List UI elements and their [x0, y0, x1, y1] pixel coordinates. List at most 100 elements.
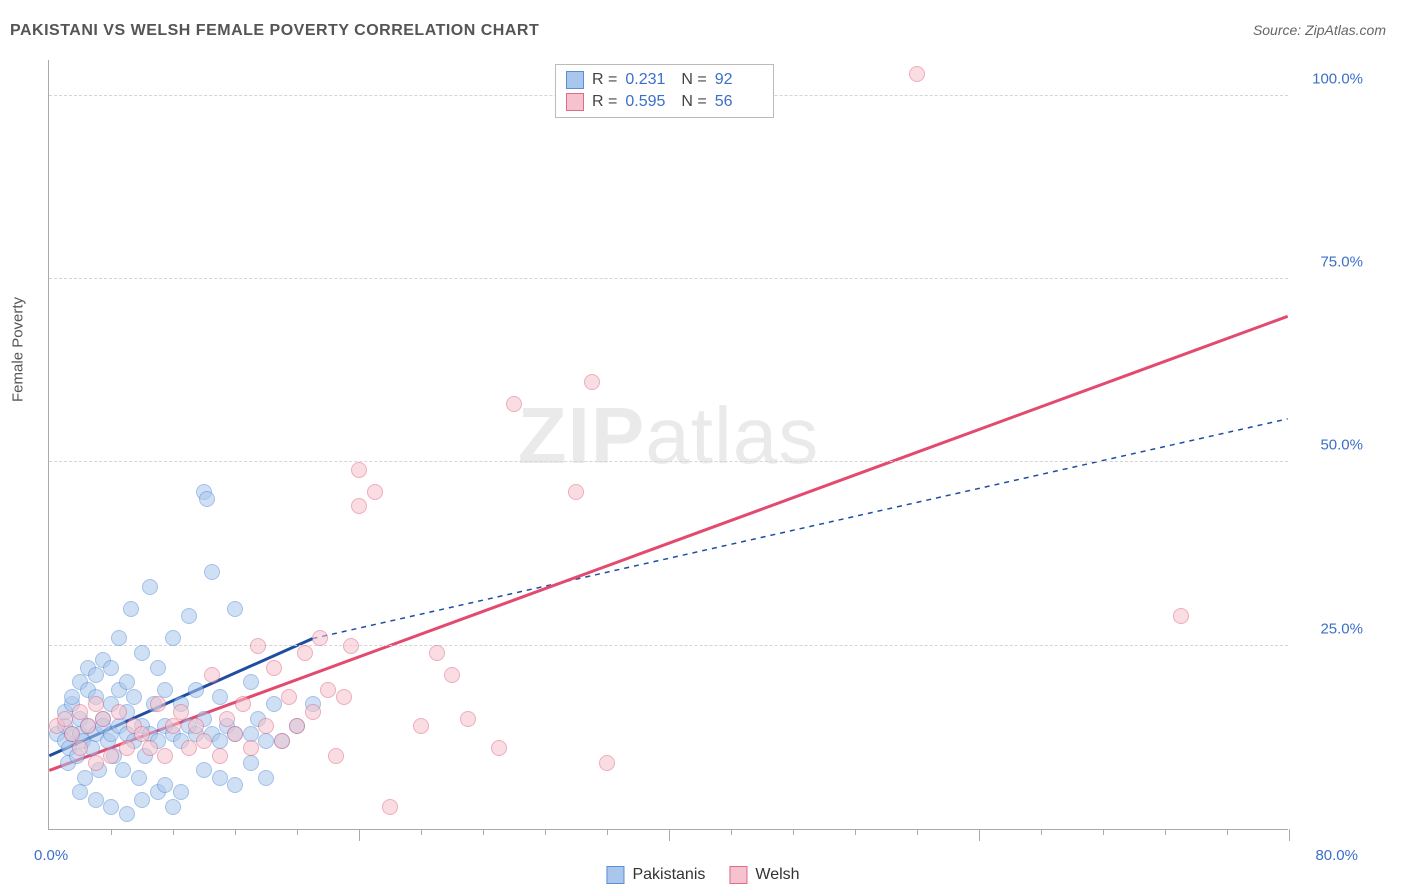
y-axis-label: Female Poverty	[10, 297, 27, 402]
scatter-point-welsh	[103, 748, 119, 764]
trend-lines	[49, 60, 1288, 829]
x-tick	[731, 829, 732, 835]
n-label: N =	[681, 93, 706, 111]
scatter-point-pakistanis	[266, 696, 282, 712]
scatter-point-pakistanis	[188, 682, 204, 698]
scatter-point-welsh	[111, 704, 127, 720]
scatter-point-welsh	[413, 718, 429, 734]
scatter-point-pakistanis	[243, 726, 259, 742]
scatter-point-pakistanis	[115, 762, 131, 778]
series-legend-item: Pakistanis	[606, 866, 705, 884]
legend-swatch	[566, 71, 584, 89]
scatter-point-pakistanis	[165, 799, 181, 815]
x-tick	[1041, 829, 1042, 835]
watermark-atlas: atlas	[645, 390, 819, 479]
chart-container: PAKISTANI VS WELSH FEMALE POVERTY CORREL…	[0, 0, 1406, 892]
scatter-point-welsh	[1173, 608, 1189, 624]
scatter-point-pakistanis	[243, 674, 259, 690]
x-tick	[1227, 829, 1228, 835]
scatter-point-welsh	[367, 484, 383, 500]
scatter-point-welsh	[328, 748, 344, 764]
series-legend-item: Welsh	[729, 866, 799, 884]
scatter-point-welsh	[243, 740, 259, 756]
scatter-point-welsh	[506, 396, 522, 412]
x-tick	[917, 829, 918, 835]
r-value: 0.595	[625, 93, 673, 111]
scatter-point-pakistanis	[212, 689, 228, 705]
scatter-point-welsh	[196, 733, 212, 749]
scatter-point-welsh	[382, 799, 398, 815]
r-label: R =	[592, 93, 617, 111]
scatter-point-pakistanis	[181, 608, 197, 624]
scatter-point-welsh	[444, 667, 460, 683]
y-tick-label: 75.0%	[1320, 254, 1363, 271]
scatter-point-welsh	[165, 718, 181, 734]
scatter-point-pakistanis	[64, 689, 80, 705]
scatter-point-pakistanis	[157, 777, 173, 793]
scatter-point-welsh	[266, 660, 282, 676]
legend-swatch	[606, 866, 624, 884]
x-tick	[1103, 829, 1104, 835]
scatter-point-pakistanis	[88, 667, 104, 683]
scatter-point-welsh	[88, 755, 104, 771]
x-tick	[1289, 829, 1290, 841]
scatter-point-welsh	[212, 748, 228, 764]
scatter-point-welsh	[351, 462, 367, 478]
x-tick	[421, 829, 422, 835]
stats-legend: R =0.231N =92R =0.595N =56	[555, 64, 774, 118]
scatter-point-welsh	[312, 630, 328, 646]
scatter-point-welsh	[57, 711, 73, 727]
x-origin-label: 0.0%	[34, 847, 68, 864]
scatter-point-welsh	[88, 696, 104, 712]
scatter-point-welsh	[181, 740, 197, 756]
n-value: 92	[715, 71, 763, 89]
scatter-point-welsh	[95, 711, 111, 727]
x-tick	[297, 829, 298, 835]
source-attribution: Source: ZipAtlas.com	[1253, 22, 1386, 38]
scatter-point-pakistanis	[243, 755, 259, 771]
scatter-point-welsh	[343, 638, 359, 654]
x-tick	[669, 829, 670, 841]
scatter-point-welsh	[351, 498, 367, 514]
y-tick-label: 100.0%	[1312, 70, 1363, 87]
scatter-point-welsh	[204, 667, 220, 683]
y-tick-label: 50.0%	[1320, 437, 1363, 454]
scatter-point-pakistanis	[123, 601, 139, 617]
scatter-point-welsh	[584, 374, 600, 390]
x-tick	[979, 829, 980, 841]
scatter-point-pakistanis	[134, 645, 150, 661]
stats-legend-row: R =0.595N =56	[566, 91, 763, 113]
x-tick	[111, 829, 112, 835]
x-tick	[235, 829, 236, 835]
n-label: N =	[681, 71, 706, 89]
scatter-point-pakistanis	[227, 601, 243, 617]
r-value: 0.231	[625, 71, 673, 89]
scatter-point-pakistanis	[157, 682, 173, 698]
scatter-point-welsh	[142, 740, 158, 756]
scatter-point-pakistanis	[199, 491, 215, 507]
series-legend-label: Pakistanis	[632, 866, 705, 884]
scatter-point-pakistanis	[142, 579, 158, 595]
scatter-point-welsh	[150, 696, 166, 712]
scatter-point-welsh	[64, 726, 80, 742]
legend-swatch	[729, 866, 747, 884]
scatter-point-welsh	[173, 704, 189, 720]
gridline	[49, 278, 1288, 279]
scatter-point-welsh	[219, 711, 235, 727]
scatter-point-welsh	[568, 484, 584, 500]
scatter-point-welsh	[491, 740, 507, 756]
scatter-point-welsh	[157, 748, 173, 764]
scatter-point-welsh	[599, 755, 615, 771]
scatter-point-welsh	[429, 645, 445, 661]
scatter-point-pakistanis	[88, 792, 104, 808]
scatter-point-pakistanis	[111, 630, 127, 646]
x-end-label: 80.0%	[1315, 847, 1358, 864]
scatter-point-pakistanis	[227, 777, 243, 793]
x-tick	[173, 829, 174, 835]
scatter-point-welsh	[460, 711, 476, 727]
scatter-point-welsh	[297, 645, 313, 661]
scatter-point-pakistanis	[165, 630, 181, 646]
x-tick	[607, 829, 608, 835]
series-legend-label: Welsh	[755, 866, 799, 884]
scatter-point-pakistanis	[103, 660, 119, 676]
